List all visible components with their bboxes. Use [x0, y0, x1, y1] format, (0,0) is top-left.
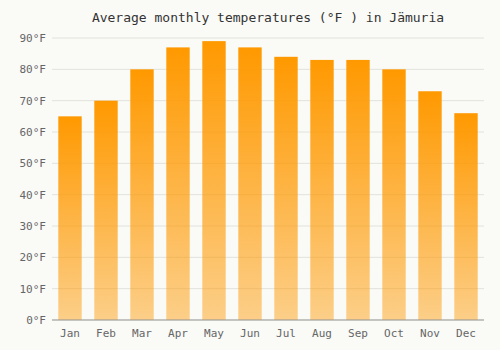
chart: Average monthly temperatures (°F ) in Jä…	[0, 0, 500, 350]
grid-line	[52, 69, 484, 70]
y-tick-label: 10°F	[20, 283, 47, 296]
y-tick-label: 70°F	[20, 95, 47, 108]
x-tick-label: Dec	[456, 327, 476, 340]
bar	[94, 101, 117, 320]
y-tick-label: 30°F	[20, 220, 47, 233]
x-tick-label: Sep	[348, 327, 368, 340]
bar	[58, 116, 81, 320]
x-tick-label: Oct	[384, 327, 404, 340]
bar	[418, 91, 441, 320]
bar	[454, 113, 477, 320]
title: Average monthly temperatures (°F ) in Jä…	[92, 10, 444, 25]
y-tick-label: 90°F	[20, 32, 47, 45]
y-tick-label: 80°F	[20, 63, 47, 76]
x-tick-label: Jun	[240, 327, 260, 340]
bars	[58, 41, 477, 320]
grid-line	[52, 320, 484, 321]
bar	[238, 47, 261, 320]
bar	[310, 60, 333, 320]
bar	[166, 47, 189, 320]
y-tick-label: 0°F	[26, 314, 46, 327]
grid-line	[52, 38, 484, 39]
y-grid	[52, 38, 484, 320]
x-ticks: Jan Feb Mar Apr May Jun Jul Aug Sep Oct Nov Dec	[60, 327, 476, 340]
x-tick-label: Jan	[60, 327, 80, 340]
x-tick-label: Apr	[168, 327, 188, 340]
y-ticks: 0°F 10°F 20°F 30°F 40°F 50°F 60°F 70°F 80°F 90°F	[20, 32, 47, 327]
bar	[346, 60, 369, 320]
x-tick-label: May	[204, 327, 224, 340]
y-tick-label: 20°F	[20, 251, 47, 264]
y-tick-label: 60°F	[20, 126, 47, 139]
background	[0, 0, 500, 350]
x-tick-label: Mar	[132, 327, 152, 340]
x-tick-label: Feb	[96, 327, 116, 340]
x-axis-line	[52, 320, 484, 321]
bar	[382, 69, 405, 320]
bar	[274, 57, 297, 320]
x-tick-label: Nov	[420, 327, 440, 340]
y-tick-label: 40°F	[20, 189, 47, 202]
bar	[130, 69, 153, 320]
x-tick-label: Jul	[276, 327, 296, 340]
x-tick-label: Aug	[312, 327, 332, 340]
y-tick-label: 50°F	[20, 157, 47, 170]
bar	[202, 41, 225, 320]
